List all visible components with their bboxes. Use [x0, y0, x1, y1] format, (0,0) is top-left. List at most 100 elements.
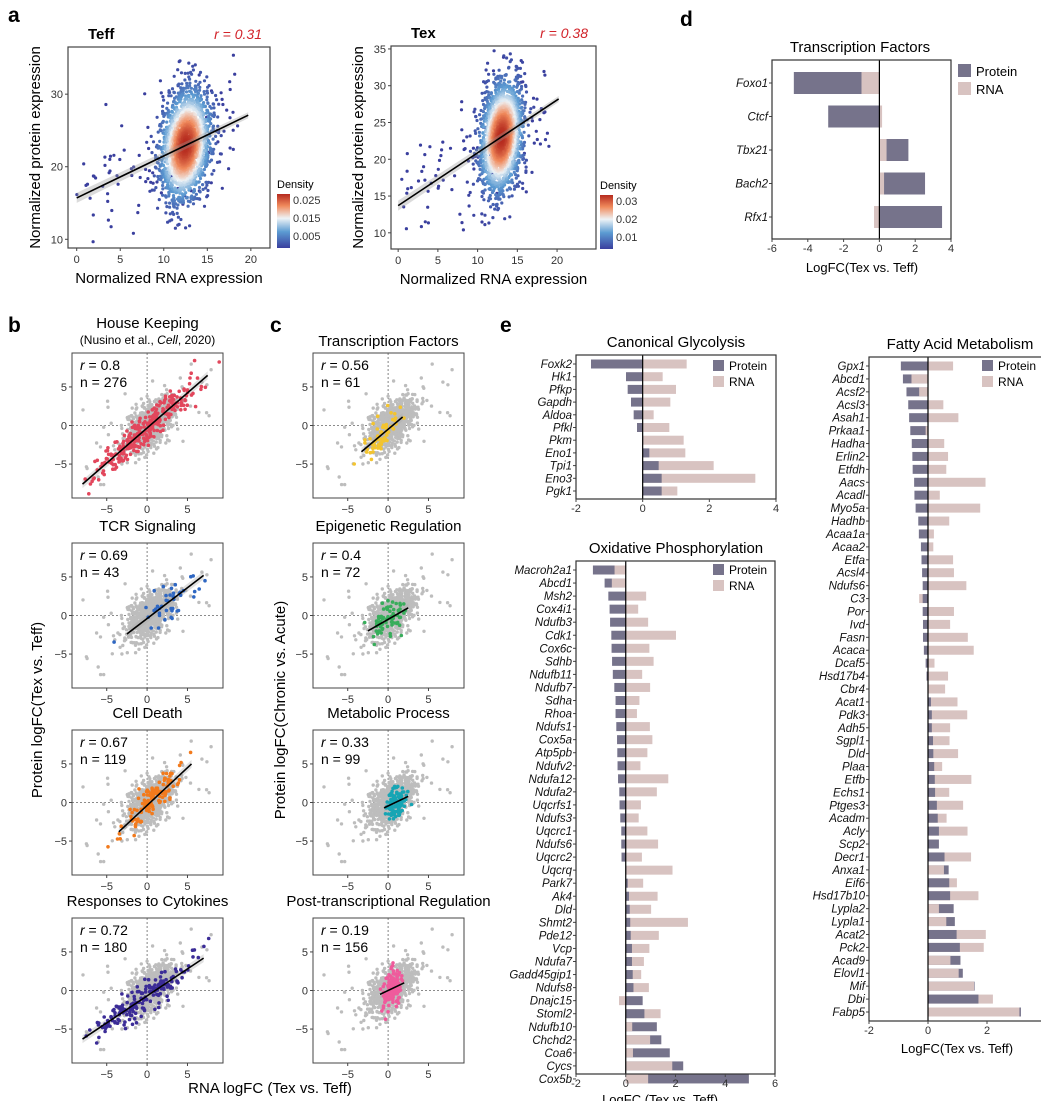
point	[165, 120, 169, 124]
point	[103, 155, 107, 159]
point	[527, 134, 531, 138]
point	[460, 128, 464, 132]
y-axis-label: Normalized protein expression	[27, 46, 44, 249]
point	[468, 149, 472, 153]
point	[437, 158, 442, 162]
point	[508, 174, 512, 178]
point	[177, 195, 182, 199]
point	[150, 151, 154, 155]
point	[225, 108, 229, 112]
point	[169, 181, 173, 185]
point	[116, 182, 120, 186]
point	[162, 113, 166, 117]
x-axis-label: Normalized RNA expression	[400, 271, 588, 288]
point	[216, 115, 220, 119]
point	[88, 196, 92, 200]
point	[204, 186, 208, 190]
point	[404, 227, 408, 231]
bc-xlabel: RNA logFC (Tex vs. Teff)	[188, 1080, 352, 1097]
point	[104, 102, 108, 107]
point	[178, 100, 182, 104]
point	[171, 210, 175, 214]
point	[472, 110, 476, 114]
point	[521, 181, 525, 185]
point	[507, 80, 511, 84]
point	[473, 107, 477, 111]
point	[210, 172, 214, 176]
colorbar-title: Density	[277, 179, 314, 191]
point	[228, 80, 232, 84]
point	[478, 134, 482, 138]
y-tick-label: 25	[374, 117, 386, 129]
point	[170, 218, 174, 222]
point	[231, 53, 235, 57]
point	[521, 157, 525, 161]
point	[199, 94, 203, 98]
panel-label-d: d	[680, 8, 693, 31]
point	[491, 216, 495, 220]
point	[494, 193, 498, 197]
point	[206, 101, 210, 105]
point	[179, 97, 183, 101]
point	[471, 182, 475, 186]
point	[463, 147, 467, 151]
point	[524, 84, 528, 89]
point	[486, 61, 490, 65]
point	[211, 102, 215, 106]
point	[423, 220, 427, 224]
point	[513, 78, 517, 82]
point	[460, 221, 464, 225]
point	[524, 90, 529, 94]
point	[168, 212, 172, 216]
point	[510, 194, 514, 198]
point	[467, 204, 471, 208]
point	[118, 157, 122, 162]
background-point	[176, 427, 180, 431]
point	[448, 146, 453, 150]
point	[201, 183, 205, 187]
point	[186, 204, 190, 208]
point	[483, 213, 487, 217]
point	[520, 60, 525, 64]
point	[177, 222, 181, 226]
point	[209, 181, 213, 185]
point	[512, 187, 517, 191]
point	[214, 134, 218, 138]
point	[170, 183, 174, 187]
point	[183, 86, 188, 90]
x-tick-label: 15	[511, 255, 523, 267]
point	[487, 221, 491, 225]
point	[146, 125, 150, 129]
point	[186, 71, 190, 75]
point	[219, 134, 223, 138]
point	[173, 226, 177, 230]
point	[418, 143, 423, 147]
point	[486, 79, 490, 83]
point	[163, 194, 167, 198]
point	[492, 49, 496, 53]
point	[502, 78, 506, 82]
y-tick-label: 30	[374, 81, 386, 93]
point	[205, 75, 209, 79]
point	[147, 169, 151, 173]
point	[151, 140, 156, 144]
point	[172, 74, 176, 78]
point	[204, 180, 208, 184]
point	[422, 165, 426, 169]
point	[132, 165, 136, 169]
point	[202, 92, 207, 96]
point	[523, 72, 527, 76]
point	[168, 205, 172, 209]
point	[206, 188, 210, 193]
point	[474, 131, 478, 135]
panel-label-c: c	[270, 314, 282, 337]
point	[161, 119, 165, 123]
point	[184, 191, 188, 195]
point	[75, 193, 79, 197]
point	[191, 202, 196, 206]
y-tick-label: 30	[51, 89, 63, 101]
point	[151, 181, 155, 185]
point	[206, 114, 211, 118]
point	[507, 66, 511, 70]
point	[222, 129, 226, 133]
